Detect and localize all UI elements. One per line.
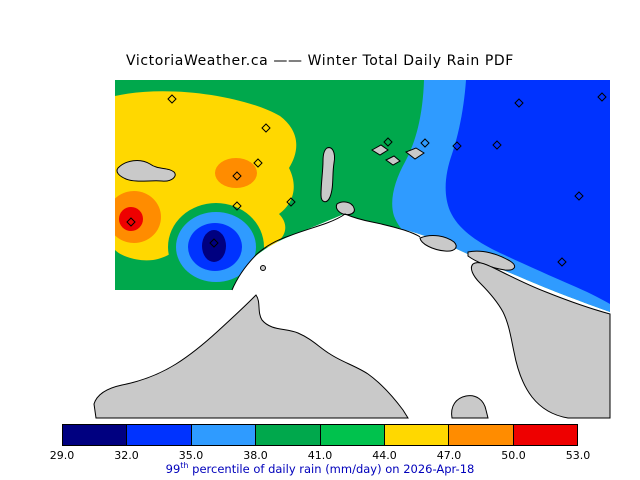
inlet-central — [320, 147, 335, 203]
station-marker-diamond — [253, 158, 263, 168]
station-marker-diamond — [209, 238, 219, 248]
station-marker-diamond — [232, 201, 242, 211]
station-marker-diamond — [574, 191, 584, 201]
colorbar-segment — [63, 425, 127, 445]
colorbar-segment — [319, 425, 384, 445]
station-marker-diamond — [126, 217, 136, 227]
caption-ordinal: th — [180, 461, 189, 470]
station-marker-diamond — [383, 137, 393, 147]
inlet-west — [116, 160, 176, 182]
islet-2 — [385, 155, 401, 166]
colorbar — [62, 424, 578, 446]
station-marker-diamond — [492, 140, 502, 150]
colorbar-segment — [255, 425, 320, 445]
contour-blue-region-east — [445, 80, 610, 304]
colorbar-tick-label: 38.0 — [243, 449, 268, 462]
contour-red-maximum — [119, 207, 143, 231]
colorbar-tick-label: 47.0 — [436, 449, 462, 462]
colorbar-tick-labels: 29.0 32.0 35.0 38.0 41.0 44.0 47.0 50.0 53.0 — [0, 449, 640, 462]
colorbar-tick-label: 44.0 — [372, 449, 397, 462]
page-title: VictoriaWeather.ca —— Winter Total Daily… — [126, 53, 514, 69]
colorbar-tick-label: 53.0 — [565, 449, 591, 462]
colorbar-tick-label: 29.0 — [49, 449, 75, 462]
station-marker-diamond — [597, 92, 607, 102]
colorbar-segment — [383, 425, 449, 445]
caption-text: percentile of daily rain (mm/day) on 202… — [188, 461, 475, 476]
colorbar-tick-label: 50.0 — [501, 449, 526, 462]
island-strip-1 — [419, 234, 457, 252]
landmass-right — [470, 262, 611, 419]
colorbar-segment — [448, 425, 513, 445]
islet-1 — [371, 144, 389, 156]
colorbar-tick-label: 32.0 — [114, 449, 139, 462]
station-marker-diamond — [286, 197, 296, 207]
landmass-bottom — [93, 294, 409, 419]
colorbar-segment — [190, 425, 256, 445]
contour-navy-minimum — [202, 230, 226, 262]
station-marker-diamond — [420, 138, 430, 148]
station-markers — [126, 92, 607, 267]
station-marker-diamond — [514, 98, 524, 108]
harbour — [335, 201, 355, 216]
station-marker-diamond — [557, 257, 567, 267]
colorbar-tick-label: 35.0 — [178, 449, 204, 462]
inland-water-and-islets — [116, 144, 516, 271]
colorbar-caption: 99th percentile of daily rain (mm/day) o… — [0, 461, 640, 476]
station-marker-diamond — [167, 94, 177, 104]
station-marker-diamond — [232, 171, 242, 181]
colorbar-tick-label: 41.0 — [307, 449, 333, 462]
coastline — [231, 213, 421, 291]
islet-4 — [260, 265, 266, 271]
contour-field — [115, 80, 610, 312]
islet-3 — [405, 147, 425, 160]
caption-number: 99 — [165, 461, 181, 476]
landmass-small — [451, 395, 489, 419]
landmasses — [93, 262, 611, 419]
station-marker-diamond — [452, 141, 462, 151]
station-marker-diamond — [261, 123, 271, 133]
colorbar-segment — [512, 425, 577, 445]
colorbar-segment — [126, 425, 191, 445]
